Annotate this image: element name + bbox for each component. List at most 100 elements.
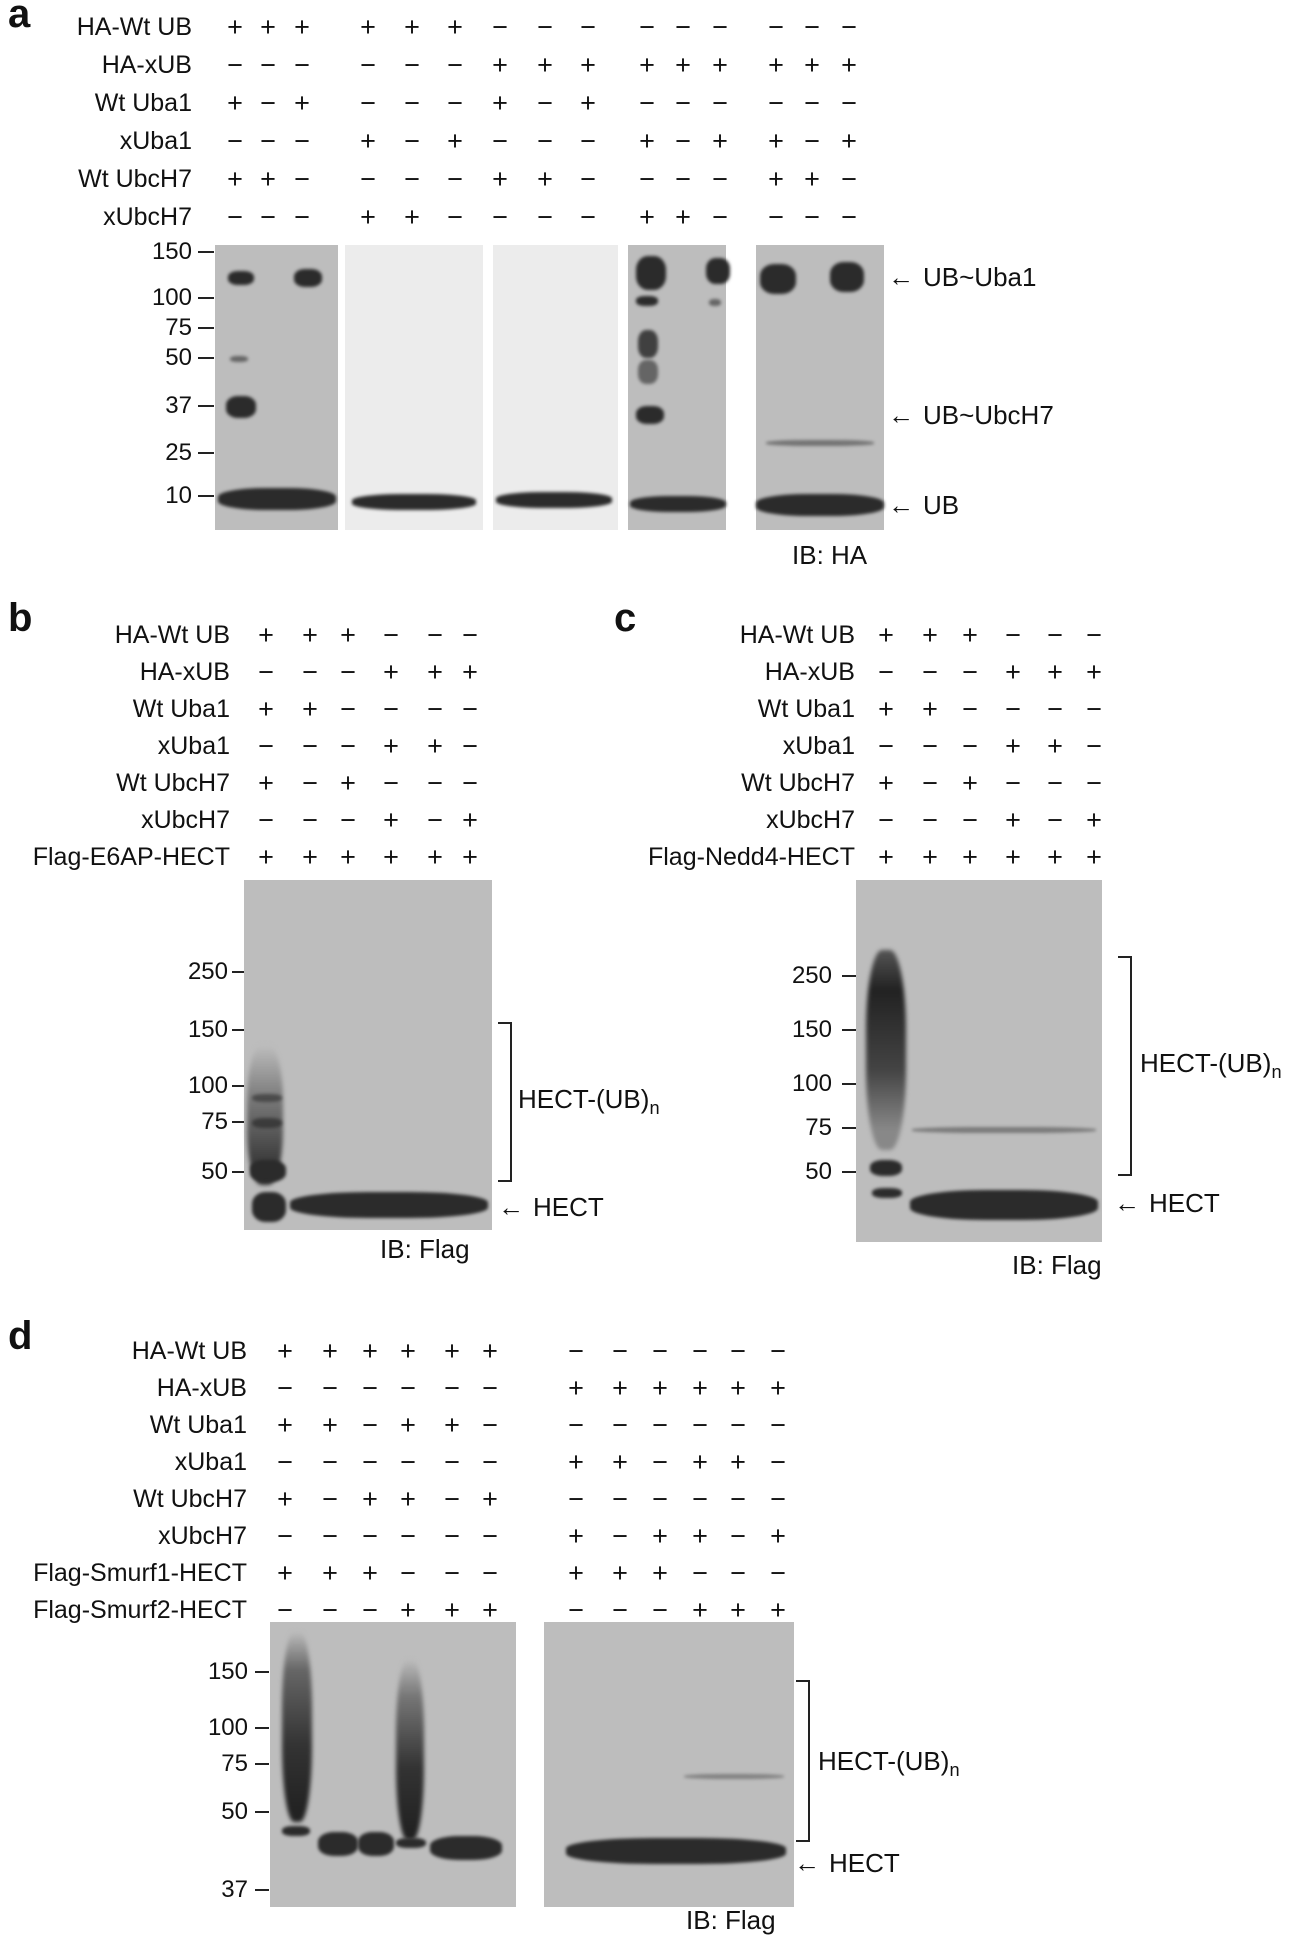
panel-b-ladder-annotation: HECT-(UB)n — [518, 1084, 660, 1123]
minus-sign: − — [675, 12, 691, 42]
condition-label: Wt UbcH7 — [133, 1485, 247, 1513]
plus-sign: + — [652, 1373, 668, 1403]
condition-label: xUba1 — [174, 1448, 247, 1476]
minus-sign: − — [492, 202, 508, 232]
minus-sign: − — [302, 768, 318, 798]
minus-sign: − — [675, 126, 691, 156]
condition-label: Flag-Smurf2-HECT — [33, 1596, 247, 1624]
condition-label: xUbcH7 — [158, 1522, 247, 1550]
minus-sign: − — [444, 1447, 460, 1477]
plus-sign: + — [362, 1558, 378, 1588]
ubch7-annotation: UB~UbcH7 — [923, 400, 1054, 430]
plus-sign: + — [770, 1521, 786, 1551]
hect-annotation: HECT — [829, 1848, 900, 1878]
mw-marker-tick — [255, 1671, 269, 1673]
plus-sign: + — [712, 50, 728, 80]
plus-sign: + — [652, 1558, 668, 1588]
band — [638, 360, 658, 384]
plus-sign: + — [362, 1336, 378, 1366]
minus-sign: − — [404, 88, 420, 118]
ladder-smear — [396, 1660, 424, 1840]
minus-sign: − — [227, 50, 243, 80]
minus-sign: − — [302, 731, 318, 761]
minus-sign: − — [360, 50, 376, 80]
mw-marker-tick — [232, 1171, 244, 1173]
mw-marker-label: 75 — [805, 1114, 832, 1141]
minus-sign: − — [580, 202, 596, 232]
panel-a-blot-4 — [628, 245, 726, 530]
arrow-icon: ← — [888, 400, 914, 430]
minus-sign: − — [922, 657, 938, 687]
ladder-smear — [866, 950, 906, 1150]
minus-sign: − — [692, 1484, 708, 1514]
band — [252, 1192, 286, 1222]
plus-sign: + — [692, 1373, 708, 1403]
minus-sign: − — [730, 1410, 746, 1440]
mw-marker-tick — [255, 1727, 269, 1729]
band — [352, 494, 476, 510]
plus-sign: + — [444, 1595, 460, 1625]
plus-sign: + — [768, 50, 784, 80]
plus-sign: + — [730, 1595, 746, 1625]
plus-sign: + — [492, 88, 508, 118]
minus-sign: − — [652, 1336, 668, 1366]
plus-sign: + — [841, 126, 857, 156]
minus-sign: − — [768, 202, 784, 232]
minus-sign: − — [294, 164, 310, 194]
minus-sign: − — [962, 657, 978, 687]
mw-marker-label: 37 — [165, 392, 192, 419]
minus-sign: − — [639, 12, 655, 42]
band — [396, 1838, 426, 1848]
plus-sign: + — [404, 202, 420, 232]
minus-sign: − — [340, 694, 356, 724]
ladder-bracket — [796, 1680, 810, 1842]
condition-label: Wt Uba1 — [149, 1411, 247, 1439]
plus-sign: + — [692, 1595, 708, 1625]
minus-sign: − — [400, 1558, 416, 1588]
mw-marker-tick — [842, 975, 856, 977]
minus-sign: − — [1086, 768, 1102, 798]
mw-marker-label: 100 — [187, 1072, 228, 1099]
mw-marker-tick — [198, 357, 214, 359]
minus-sign: − — [804, 126, 820, 156]
condition-label: Flag-Smurf1-HECT — [33, 1559, 247, 1587]
plus-sign: + — [294, 88, 310, 118]
condition-label: xUba1 — [782, 732, 855, 760]
minus-sign: − — [492, 12, 508, 42]
plus-sign: + — [878, 842, 894, 872]
band — [830, 262, 864, 292]
plus-sign: + — [804, 164, 820, 194]
plus-sign: + — [462, 805, 478, 835]
minus-sign: − — [612, 1595, 628, 1625]
ladder-label: HECT-(UB) — [1140, 1048, 1272, 1078]
plus-sign: + — [302, 842, 318, 872]
mw-marker-label: 50 — [201, 1158, 228, 1185]
plus-sign: + — [302, 694, 318, 724]
minus-sign: − — [400, 1373, 416, 1403]
plus-sign: + — [568, 1447, 584, 1477]
minus-sign: − — [302, 805, 318, 835]
plus-sign: + — [462, 657, 478, 687]
plus-sign: + — [1086, 805, 1102, 835]
minus-sign: − — [1047, 805, 1063, 835]
arrow-icon: ← — [888, 490, 914, 520]
mw-marker-label: 100 — [207, 1714, 248, 1741]
hect-annotation: HECT — [533, 1192, 604, 1222]
mw-marker-label: 75 — [165, 314, 192, 341]
condition-label: Flag-E6AP-HECT — [32, 843, 230, 871]
mw-marker-label: 37 — [221, 1876, 248, 1903]
ladder-bracket — [498, 1022, 512, 1182]
minus-sign: − — [260, 50, 276, 80]
band — [912, 1127, 1096, 1133]
ladder-smear — [282, 1632, 312, 1822]
plus-sign: + — [258, 694, 274, 724]
band — [226, 396, 256, 418]
condition-label: Wt Uba1 — [757, 695, 855, 723]
plus-sign: + — [260, 164, 276, 194]
minus-sign: − — [1086, 694, 1102, 724]
plus-sign: + — [400, 1410, 416, 1440]
mw-marker-label: 150 — [151, 238, 192, 265]
minus-sign: − — [444, 1373, 460, 1403]
band — [250, 1160, 286, 1182]
band — [218, 488, 336, 510]
